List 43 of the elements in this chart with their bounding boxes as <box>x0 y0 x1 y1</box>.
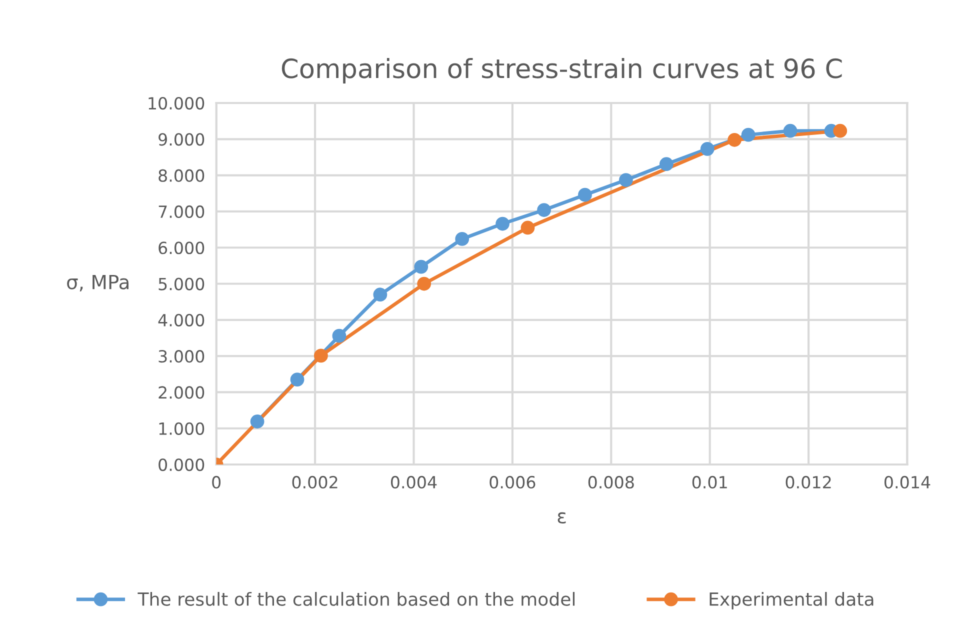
point <box>414 260 428 274</box>
x-tick-label: 0.014 <box>884 476 930 489</box>
point <box>496 216 510 231</box>
x-tick-label: 0.006 <box>490 476 536 489</box>
y-tick-label: 0.000 <box>158 458 204 472</box>
y-tick-label: 6.000 <box>158 242 204 254</box>
x-tick-label: 0.008 <box>588 476 634 489</box>
point <box>783 124 798 138</box>
point <box>520 220 535 235</box>
y-tick-label: 9.000 <box>158 133 204 146</box>
point <box>314 348 328 363</box>
point <box>728 132 742 147</box>
point <box>659 157 674 172</box>
point <box>578 188 592 202</box>
point <box>619 173 633 187</box>
y-tick-label: 5.000 <box>158 278 204 290</box>
y-tick-label: 1.000 <box>159 422 204 435</box>
point <box>250 414 264 428</box>
y-tick-label: 7.000 <box>158 205 204 218</box>
chart-title: Comparison of stress-strain curves at 96 C <box>282 58 842 84</box>
y-tick-label: 3.000 <box>158 350 204 363</box>
point <box>537 203 551 217</box>
y-tick-label: 2.000 <box>158 386 204 399</box>
x-tick-label: 0 <box>212 476 221 489</box>
point <box>290 372 304 387</box>
point <box>833 124 848 138</box>
x-tick-label: 0.01 <box>692 476 727 489</box>
point <box>373 288 388 302</box>
y-axis-title: σ, MPa <box>67 274 128 292</box>
legend-label: Experimental data <box>710 592 874 610</box>
legend-label: The result of the calculation based on the model <box>138 592 575 606</box>
point <box>332 328 346 343</box>
y-tick-label: 10.000 <box>148 96 204 110</box>
point <box>417 276 432 291</box>
x-axis-title: ε <box>558 512 566 524</box>
y-tick-label: 8.000 <box>158 169 204 182</box>
point <box>741 128 756 142</box>
point <box>455 232 470 246</box>
y-tick-label: 4.000 <box>158 314 204 326</box>
x-tick-label: 0.004 <box>390 476 437 489</box>
x-tick-label: 0.012 <box>786 476 831 489</box>
x-tick-label: 0.002 <box>292 476 338 489</box>
point <box>700 142 714 156</box>
